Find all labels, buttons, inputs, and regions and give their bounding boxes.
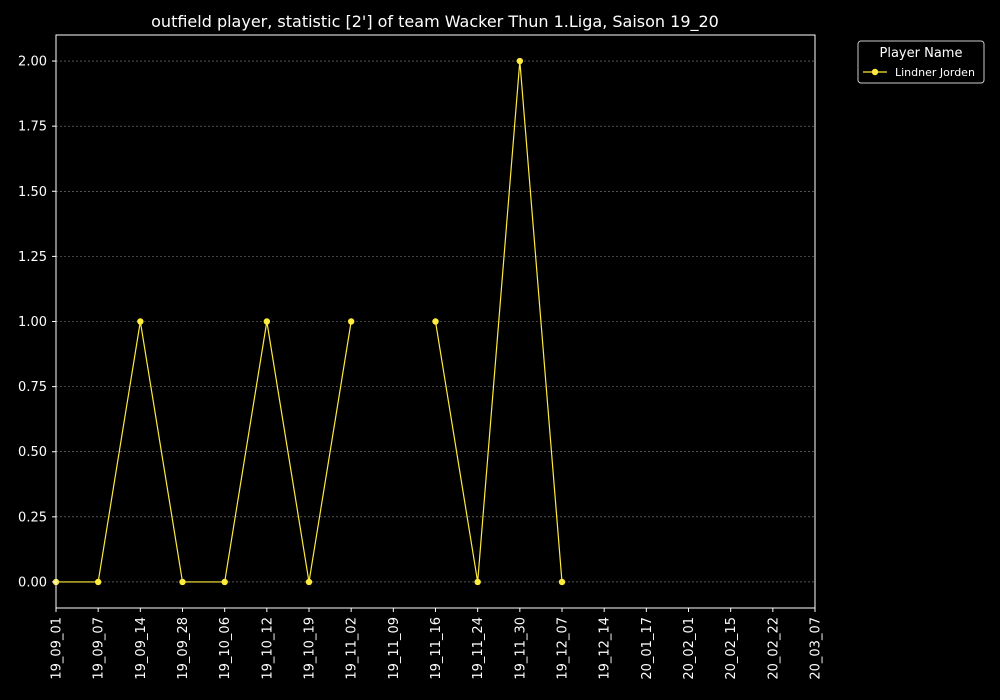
data-point — [432, 318, 439, 325]
y-tick-label: 1.50 — [18, 185, 47, 200]
y-tick-label: 2.00 — [18, 55, 47, 70]
x-tick-label: 19_09_14 — [134, 617, 149, 680]
x-tick-label: 19_10_06 — [218, 617, 233, 680]
chart-title: outfield player, statistic [2'] of team … — [151, 12, 719, 32]
x-tick-label: 19_11_16 — [429, 617, 444, 680]
x-tick-label: 19_11_30 — [513, 617, 528, 680]
data-point — [263, 318, 271, 325]
legend: Player Name Lindner Jorden — [857, 40, 985, 84]
series-line — [434, 60, 563, 583]
data-point — [179, 578, 186, 586]
x-tick-label: 19_11_02 — [345, 617, 360, 680]
data-point — [516, 57, 524, 65]
data-point — [137, 318, 144, 325]
y-axis: 0.00 0.25 0.50 0.75 1.00 1.25 1.50 1.75 2.00 — [18, 55, 56, 590]
data-point — [305, 578, 313, 586]
y-tick-label: 0.00 — [18, 575, 47, 590]
x-tick-label: 20_02_01 — [682, 617, 697, 680]
legend-series-label: Lindner Jorden — [895, 66, 975, 79]
x-tick-label: 19_11_24 — [471, 617, 486, 680]
x-tick-label: 19_12_14 — [598, 617, 613, 680]
y-tick-label: 1.00 — [18, 315, 47, 330]
data-point — [221, 578, 228, 586]
x-tick-label: 19_09_28 — [176, 617, 191, 680]
y-tick-label: 0.25 — [18, 510, 47, 525]
series-line — [56, 321, 352, 583]
y-tick-label: 1.75 — [18, 120, 47, 135]
legend-title: Player Name — [880, 46, 963, 61]
y-tick-label: 1.25 — [18, 250, 47, 265]
x-tick-label: 20_02_15 — [724, 617, 739, 680]
data-point — [474, 578, 481, 586]
data-point — [347, 318, 355, 325]
data-point — [558, 578, 566, 586]
legend-series-marker — [871, 68, 879, 76]
x-axis: 19_09_01 19_09_07 19_09_14 19_09_28 19_10_06… — [50, 608, 824, 680]
x-tick-label: 19_11_09 — [387, 617, 402, 680]
x-tick-label: 19_09_07 — [92, 617, 107, 680]
x-tick-label: 19_10_12 — [260, 617, 275, 680]
y-tick-label: 0.75 — [18, 380, 47, 395]
y-tick-label: 0.50 — [18, 445, 47, 460]
legend-box — [857, 40, 985, 84]
x-tick-label: 19_09_01 — [50, 617, 65, 680]
data-point — [94, 578, 102, 586]
x-tick-label: 19_10_19 — [303, 617, 318, 680]
x-tick-label: 20_02_22 — [766, 617, 781, 680]
grid-lines — [56, 60, 815, 583]
x-tick-label: 20_03_07 — [809, 617, 824, 680]
x-tick-label: 19_12_07 — [556, 617, 571, 680]
x-tick-label: 20_01_17 — [640, 617, 655, 680]
